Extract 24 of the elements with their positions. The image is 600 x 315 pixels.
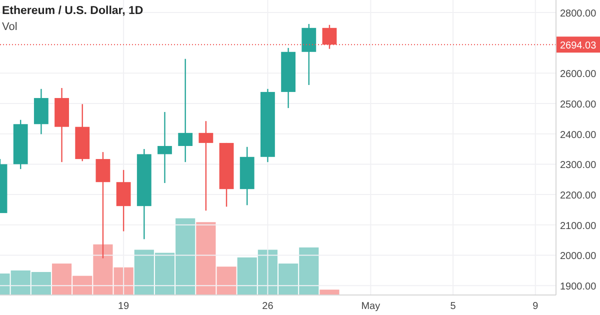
y-tick-label: 2500.00 bbox=[560, 99, 597, 110]
y-tick-label: 2400.00 bbox=[560, 130, 597, 141]
x-tick-label: 19 bbox=[118, 301, 130, 312]
chart-title: Ethereum / U.S. Dollar, 1D bbox=[2, 5, 144, 17]
candlestick bbox=[96, 151, 110, 259]
x-tick-label: 26 bbox=[262, 301, 274, 312]
text: Vol bbox=[2, 21, 18, 33]
candlestick bbox=[302, 23, 316, 86]
ref-line-label: 2694.03 bbox=[560, 40, 597, 52]
y-tick-label: 2600.00 bbox=[560, 69, 597, 80]
y-tick-label: 1900.00 bbox=[560, 282, 597, 293]
y-tick-label: 2100.00 bbox=[560, 220, 597, 232]
x-tick-label: 9 bbox=[532, 301, 539, 312]
y-tick-label: 2000.00 bbox=[560, 251, 597, 262]
y-tick-label: 2800.00 bbox=[560, 8, 597, 20]
y-tick-label: 2200.00 bbox=[560, 190, 597, 202]
x-tick-label: 5 bbox=[450, 301, 456, 312]
y-tick-label: 2300.00 bbox=[560, 160, 597, 172]
x-tick-label: May bbox=[361, 301, 380, 312]
candlestick bbox=[198, 120, 214, 212]
bar bbox=[320, 290, 340, 295]
candlestick bbox=[178, 58, 193, 163]
candlestick bbox=[116, 169, 131, 232]
candlestick bbox=[158, 111, 172, 184]
